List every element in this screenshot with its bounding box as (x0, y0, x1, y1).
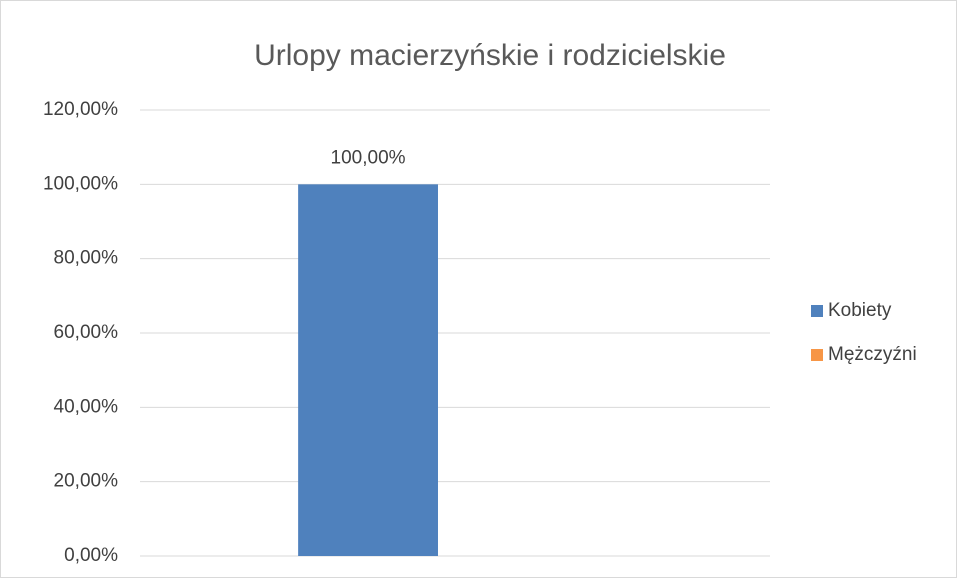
y-tick-label: 20,00% (54, 471, 119, 492)
y-tick-label: 60,00% (54, 322, 119, 343)
legend-label: Mężczyźni (828, 344, 917, 365)
data-label: 100,00% (331, 147, 406, 168)
y-tick-label: 0,00% (64, 545, 118, 566)
legend-label: Kobiety (828, 300, 892, 321)
legend-swatch (811, 349, 823, 361)
y-tick-label: 80,00% (54, 248, 119, 269)
chart-title: Urlopy macierzyńskie i rodzicielskie (254, 39, 726, 72)
legend-swatch (811, 305, 823, 317)
y-tick-label: 100,00% (43, 173, 118, 194)
y-tick-label: 40,00% (54, 396, 119, 417)
bar (298, 184, 438, 557)
y-tick-label: 120,00% (43, 99, 118, 120)
